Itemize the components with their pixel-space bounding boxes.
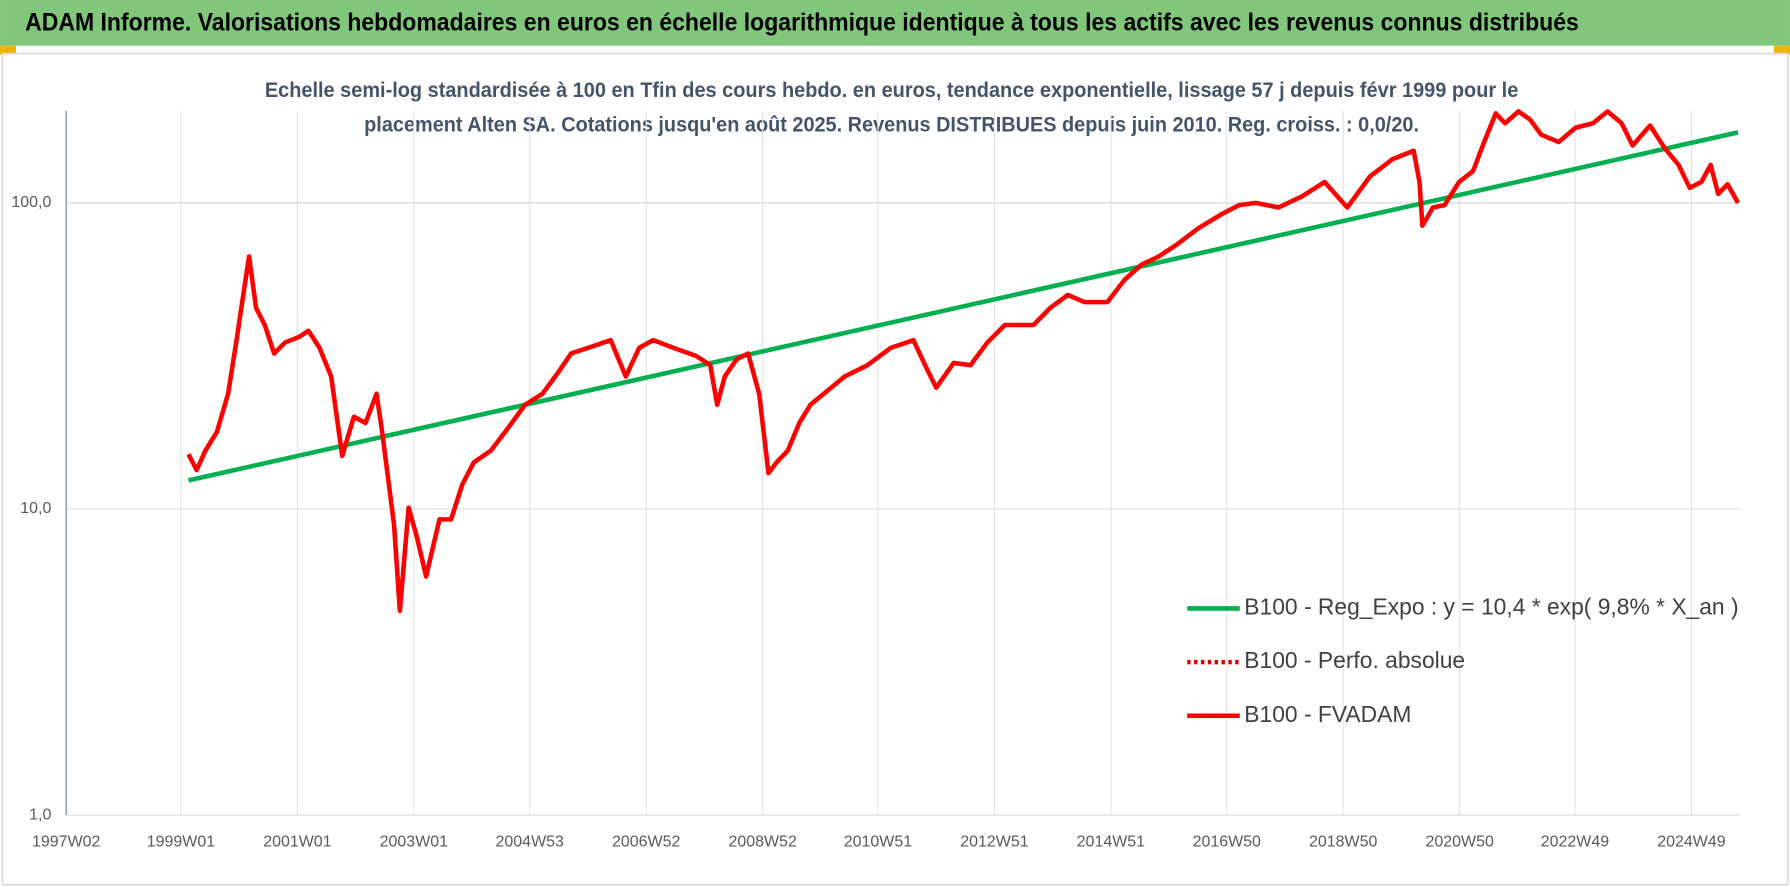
corner-mark [1774,45,1790,55]
x-tick-label: 2008W52 [728,834,796,851]
x-tick-label: 2006W52 [612,834,680,851]
x-tick-label: 2004W53 [496,834,564,851]
y-tick-label: 100,0 [11,194,51,211]
header-bar [0,0,1790,46]
x-tick-label: 2014W51 [1077,834,1145,851]
x-tick-label: 2022W49 [1541,834,1609,851]
x-tick-label: 2010W51 [844,834,912,851]
legend-label: B100 - FVADAM [1244,701,1411,727]
series-line [186,109,1741,614]
chart-title: ADAM Informe. Valorisations hebdomadaire… [25,9,1579,37]
chart-subtitle: Echelle semi-log standardisée à 100 en T… [265,77,1518,102]
y-tick-label: 10,0 [20,500,51,517]
chart-frame [1,52,1789,886]
corner-mark [0,45,16,55]
x-tick-label: 2001W01 [263,834,331,851]
series-line [188,130,1739,483]
legend-label: B100 - Reg_Expo : y = 10,4 * exp( 9,8% *… [1244,593,1738,619]
x-tick-label: 1999W01 [147,834,215,851]
x-tick-label: 2024W49 [1657,834,1725,851]
x-tick-label: 2003W01 [380,834,448,851]
chart-subtitle: placement Alten SA. Cotations jusqu'en a… [364,111,1419,136]
x-tick-label: 2016W50 [1193,834,1261,851]
x-tick-label: 2018W50 [1309,834,1377,851]
x-tick-label: 2020W50 [1425,834,1493,851]
x-tick-label: 2012W51 [960,834,1028,851]
x-tick-label: 1997W02 [32,834,100,851]
legend-label: B100 - Perfo. absolue [1244,647,1465,673]
y-tick-label: 1,0 [29,806,51,823]
